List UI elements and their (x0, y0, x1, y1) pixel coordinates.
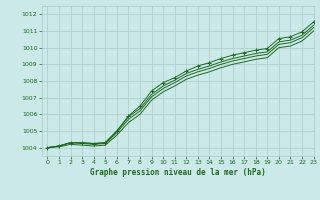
X-axis label: Graphe pression niveau de la mer (hPa): Graphe pression niveau de la mer (hPa) (90, 168, 266, 177)
